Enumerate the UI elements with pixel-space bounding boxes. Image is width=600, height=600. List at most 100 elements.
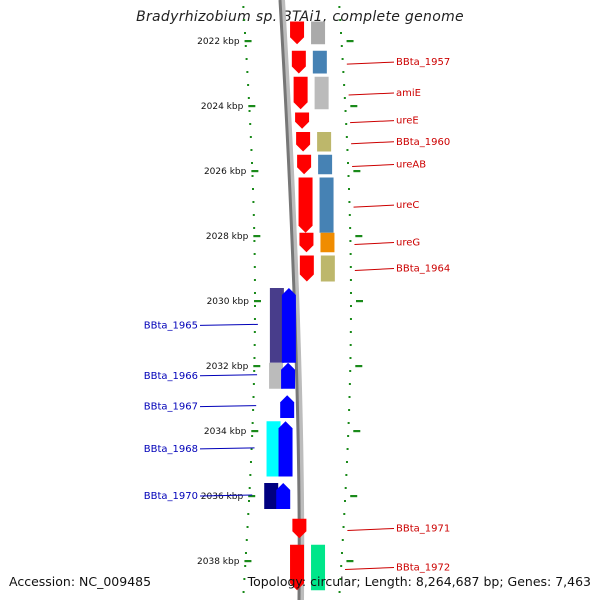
ring-dot xyxy=(248,110,251,112)
ring-dot xyxy=(341,539,344,541)
scale-tick xyxy=(251,170,259,173)
reverse-gene-label: BBta_1966 xyxy=(144,371,198,382)
ring-dot xyxy=(347,422,350,424)
ring-dot xyxy=(340,32,343,34)
ring-dot xyxy=(252,383,255,385)
ring-dot xyxy=(349,305,352,307)
label-leader-line xyxy=(345,567,395,570)
forward-gene-arrow xyxy=(290,21,305,45)
ring-dot xyxy=(349,253,352,255)
forward-gene-arrow xyxy=(293,76,308,110)
label-leader-line xyxy=(199,323,258,326)
forward-cog-segment xyxy=(320,255,335,282)
ring-dot xyxy=(246,526,249,528)
ring-dot xyxy=(345,461,348,463)
scale-tick-label: 2026 kbp xyxy=(204,167,247,177)
ring-dot xyxy=(348,409,351,411)
ring-dot xyxy=(340,552,343,554)
reverse-cog-segment xyxy=(264,483,279,509)
ring-dot xyxy=(244,552,247,554)
label-leader-line xyxy=(199,447,255,450)
scale-tick-inner xyxy=(346,40,354,43)
scale-ticks: 2022 kbp 2024 kbp 2026 kbp 2028 kbp 2030 kbp… xyxy=(197,37,363,567)
ring-dot xyxy=(347,162,350,164)
reverse-gene-arrow xyxy=(280,395,295,418)
forward-gene-label: BBta_1971 xyxy=(396,524,450,535)
scale-tick-label: 2030 kbp xyxy=(207,297,250,307)
scale-tick-label: 2024 kbp xyxy=(201,102,244,112)
forward-gene-label: BBta_1960 xyxy=(396,137,450,148)
ring-dot xyxy=(253,227,256,229)
reverse-gene-arrow xyxy=(278,421,293,477)
forward-gene-arrow xyxy=(291,50,306,74)
scale-tick xyxy=(248,495,256,498)
forward-cog-segment xyxy=(318,154,333,175)
ring-dot xyxy=(253,357,256,359)
ring-dot xyxy=(253,318,256,320)
reverse-gene-arrow xyxy=(281,288,296,363)
scale-tick-inner xyxy=(353,430,361,433)
ring-dot xyxy=(251,188,254,190)
ring-dot xyxy=(249,461,252,463)
ring-dot xyxy=(341,58,344,60)
ring-dot xyxy=(249,136,252,138)
ring-dot xyxy=(338,591,341,593)
label-leader-line xyxy=(351,141,395,145)
ring-dot xyxy=(253,292,256,294)
forward-cog-segment xyxy=(317,132,332,152)
ring-dot xyxy=(338,6,341,8)
forward-gene-label: ureC xyxy=(396,200,419,211)
cog-tracks xyxy=(264,21,335,591)
scale-tick-inner xyxy=(346,560,354,563)
ring-dot xyxy=(247,84,250,86)
ring-dot xyxy=(346,149,349,151)
ring-dot xyxy=(251,175,254,177)
label-leader-line xyxy=(199,405,257,408)
ring-dot xyxy=(243,19,246,21)
ring-dot xyxy=(253,253,256,255)
ring-dot xyxy=(345,136,348,138)
forward-cog-segment xyxy=(311,544,326,591)
forward-gene-label: amiE xyxy=(396,88,421,99)
ring-dot xyxy=(345,474,348,476)
scale-tick-label: 2022 kbp xyxy=(197,37,240,47)
gene-labels: BBta_1957 amiE ureE BBta_1960 ureAB ureC ureG B… xyxy=(144,57,450,573)
reverse-cog-segment xyxy=(269,362,284,389)
ring-dot xyxy=(347,188,350,190)
forward-gene-arrow xyxy=(299,232,314,253)
scale-tick xyxy=(244,560,252,563)
outer-dotted-ring xyxy=(242,6,352,593)
ring-dot xyxy=(347,175,350,177)
scale-tick-label: 2032 kbp xyxy=(206,362,249,372)
label-leader-line xyxy=(350,120,395,124)
ring-dot xyxy=(245,58,248,60)
ring-dot xyxy=(250,149,253,151)
label-leader-line xyxy=(354,268,395,271)
forward-gene-label: ureG xyxy=(396,238,420,249)
ring-dot xyxy=(349,227,352,229)
ring-dot xyxy=(249,474,252,476)
scale-tick-label: 2028 kbp xyxy=(206,232,249,242)
forward-gene-arrow xyxy=(292,518,307,539)
ring-dot xyxy=(253,331,256,333)
ring-dot xyxy=(340,565,343,567)
forward-gene-label: ureAB xyxy=(396,160,426,171)
backbone-arc-shadow xyxy=(279,0,305,600)
ring-dot xyxy=(348,201,351,203)
ring-dot xyxy=(248,487,251,489)
forward-gene-label: BBta_1957 xyxy=(396,57,450,68)
ring-dot xyxy=(242,591,245,593)
label-leader-line xyxy=(199,494,253,497)
ring-dot xyxy=(253,279,256,281)
ring-dot xyxy=(348,214,351,216)
ring-dot xyxy=(349,357,352,359)
scale-tick-inner xyxy=(350,105,358,108)
ring-dot xyxy=(244,45,247,47)
ring-dot xyxy=(251,435,254,437)
forward-gene-arrow xyxy=(299,255,314,282)
ring-dot xyxy=(349,370,352,372)
scale-tick xyxy=(253,365,261,368)
scale-tick xyxy=(251,430,259,433)
scale-tick-inner xyxy=(350,495,358,498)
forward-cog-segment xyxy=(314,76,329,110)
